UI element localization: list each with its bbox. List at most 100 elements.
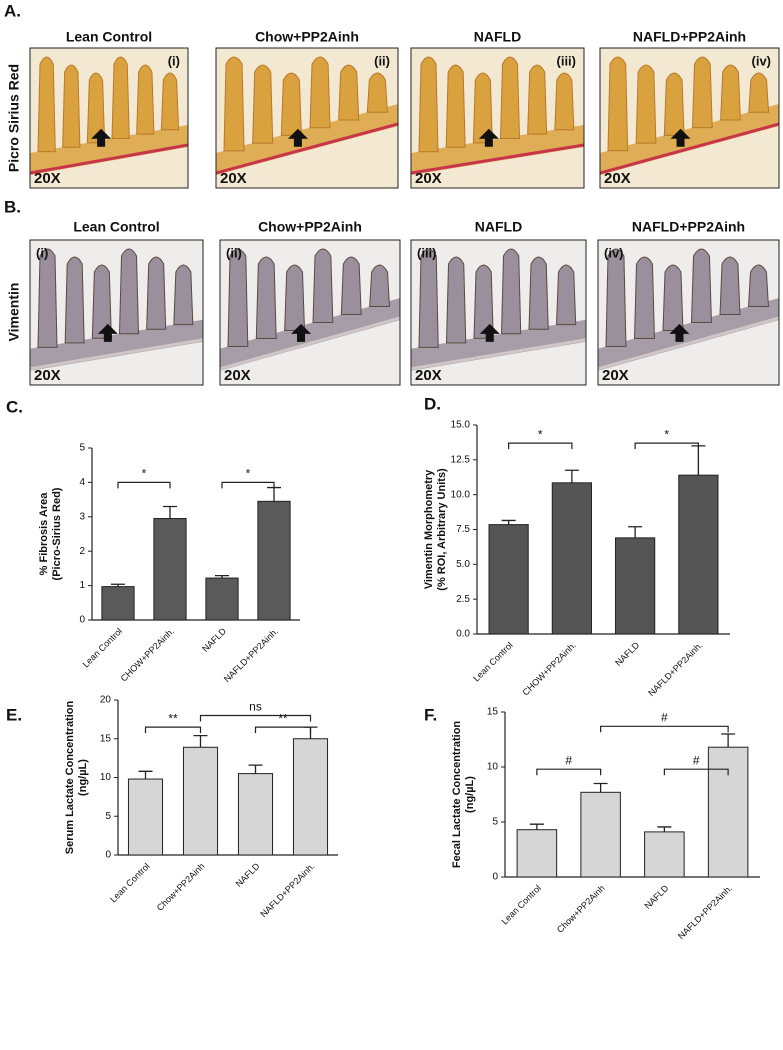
bar <box>257 500 291 621</box>
tissue-wall <box>598 298 779 371</box>
significance-label: * <box>246 467 251 481</box>
micrograph <box>411 240 586 385</box>
villus <box>418 56 439 153</box>
panel-label: C. <box>6 397 23 416</box>
villus <box>312 248 334 324</box>
significance-bracket <box>199 714 312 722</box>
micrograph-frame <box>599 47 780 189</box>
significance-bracket <box>536 768 602 776</box>
villus <box>160 72 180 131</box>
villus <box>555 264 577 326</box>
x-tick-label: NAFLD+PP2Ainh. <box>258 861 316 919</box>
arrow <box>287 128 308 147</box>
magnification: 20X <box>602 367 629 384</box>
villus <box>284 264 306 332</box>
wall-stripe <box>600 122 779 175</box>
micrograph-frame <box>215 47 399 189</box>
bar <box>205 577 239 621</box>
panel-label: A. <box>4 1 21 20</box>
panel-label: F. <box>424 705 437 724</box>
image-numeral: (ii) <box>374 53 390 68</box>
x-tick-label: CHOW+PP2Ainh. <box>119 626 176 683</box>
significance-label: # <box>565 753 572 767</box>
wall-stripe <box>411 143 584 175</box>
significance-bracket <box>634 442 699 450</box>
villus <box>418 248 439 348</box>
villus <box>338 64 360 121</box>
image-numeral: (iv) <box>604 245 624 260</box>
villus <box>309 56 331 129</box>
micrograph <box>216 48 398 188</box>
villus <box>663 72 685 136</box>
villus <box>607 56 629 152</box>
y-tick-label: 10 <box>100 772 112 783</box>
x-tick-label: NAFLD <box>234 861 262 889</box>
y-axis-label: (ng/µL) <box>464 776 476 813</box>
y-tick-label: 12.5 <box>451 454 471 465</box>
villus <box>146 256 167 330</box>
significance-bracket <box>600 725 729 733</box>
y-tick-label: 2.5 <box>456 594 470 605</box>
magnification: 20X <box>224 367 251 384</box>
villus <box>691 56 713 129</box>
villus <box>445 64 466 148</box>
y-axis-label: Vimentin Morphometry <box>423 469 435 589</box>
tissue-wall <box>411 319 586 371</box>
villus <box>173 264 194 326</box>
villus <box>223 56 245 152</box>
y-tick-label: 5 <box>79 443 85 454</box>
villus <box>662 264 684 332</box>
image-title: Chow+PP2Ainh <box>255 29 359 45</box>
significance-label: ** <box>278 711 288 725</box>
significance-bracket <box>117 481 171 489</box>
significance-label: ns <box>249 700 262 714</box>
y-axis-label: (ng/µL) <box>77 759 89 796</box>
bar <box>237 773 274 856</box>
significance-label: ** <box>168 711 178 725</box>
significance-label: # <box>693 753 700 767</box>
error-bar <box>501 519 516 525</box>
error-bar <box>564 469 579 483</box>
bar <box>292 738 329 856</box>
error-bar <box>138 770 153 780</box>
x-tick-label: Lean Control <box>499 883 543 927</box>
error-bar <box>721 733 736 748</box>
panel-label: B. <box>4 197 21 216</box>
x-tick-label: CHOW+PP2Ainh. <box>520 640 577 697</box>
magnification: 20X <box>34 367 61 384</box>
significance-label: # <box>661 710 668 724</box>
significance-bracket <box>254 726 312 734</box>
x-tick-label: NAFLD+PP2Ainh. <box>646 640 704 698</box>
error-bar <box>628 526 643 538</box>
y-tick-label: 0 <box>79 615 85 626</box>
villus <box>527 64 548 135</box>
villus <box>37 56 56 153</box>
arrow <box>669 323 690 342</box>
villus <box>111 56 130 139</box>
y-tick-label: 20 <box>100 695 112 706</box>
x-tick-label: Lean Control <box>108 861 152 905</box>
wall-stripe <box>598 316 779 371</box>
y-tick-label: 5 <box>105 811 111 822</box>
error-bar <box>215 574 229 579</box>
image-title: Lean Control <box>73 219 159 235</box>
significance-bracket <box>663 768 729 776</box>
bar <box>516 829 558 878</box>
image-numeral: (iii) <box>417 245 437 260</box>
tissue-wall <box>600 104 779 175</box>
micrograph <box>220 240 400 385</box>
villus <box>690 248 712 324</box>
micrograph-frame <box>410 47 585 189</box>
image-title: Chow+PP2Ainh <box>258 219 362 235</box>
micrograph-frame <box>410 239 587 386</box>
y-tick-label: 1 <box>79 580 85 591</box>
villus <box>554 72 575 131</box>
error-bar <box>111 583 125 587</box>
magnification: 20X <box>604 170 631 187</box>
magnification: 20X <box>220 170 247 187</box>
micrograph <box>411 48 584 188</box>
micrograph <box>30 48 188 188</box>
villus <box>227 248 249 347</box>
y-tick-label: 0 <box>492 872 498 883</box>
